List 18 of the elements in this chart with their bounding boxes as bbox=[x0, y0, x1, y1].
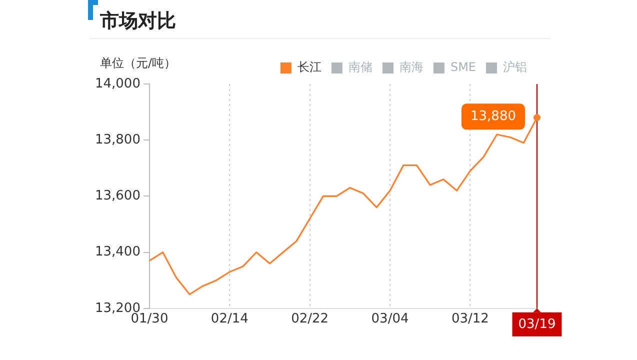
legend-label: 长江 bbox=[297, 60, 322, 74]
legend-label: 南海 bbox=[399, 60, 424, 74]
x-tick-label: 01/30 bbox=[130, 312, 168, 327]
legend-label: SME bbox=[450, 60, 476, 74]
x-tick-label: 03/19 bbox=[518, 316, 556, 332]
x-tick-label: 03/12 bbox=[451, 312, 489, 327]
y-tick-label: 13,800 bbox=[94, 132, 140, 148]
x-tick-label: 02/22 bbox=[291, 312, 329, 327]
y-axis-title: 单位（元/吨） bbox=[100, 55, 176, 72]
y-tick-label: 13,400 bbox=[94, 244, 140, 260]
x-tick-label: 02/14 bbox=[210, 312, 248, 327]
y-tick-label: 13,600 bbox=[94, 188, 140, 204]
legend-label: 沪铝 bbox=[503, 60, 527, 74]
legend-label: 南储 bbox=[348, 60, 372, 74]
x-tick-label: 03/04 bbox=[371, 312, 409, 327]
data-label: 13,880 bbox=[470, 109, 516, 124]
y-tick-label: 14,000 bbox=[94, 76, 140, 92]
chart-title: 市场对比 bbox=[100, 9, 176, 34]
